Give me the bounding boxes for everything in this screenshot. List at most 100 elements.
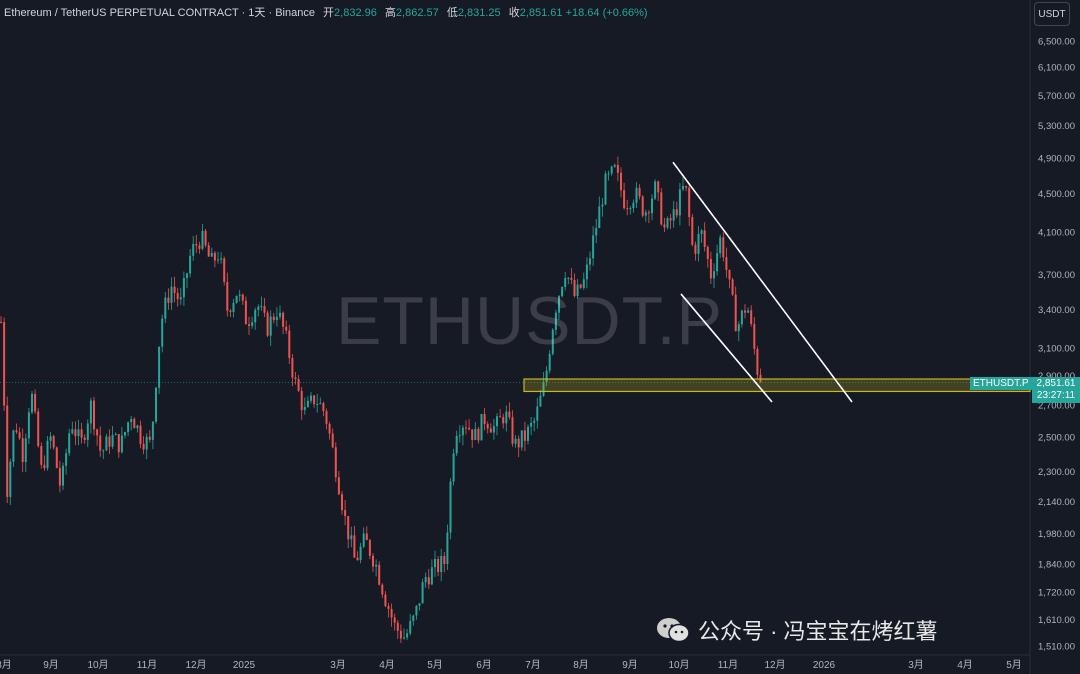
candle-body [189, 255, 192, 274]
candle-body [139, 425, 142, 444]
candle-body [257, 306, 260, 310]
candle-body [471, 429, 474, 440]
candle-body [567, 277, 570, 279]
candle-body [623, 190, 626, 209]
candle-body [356, 557, 359, 561]
candle-body [344, 510, 347, 517]
candle-body [68, 433, 71, 454]
candle-body [610, 166, 613, 174]
candle-body [709, 258, 712, 279]
candle-body [654, 181, 657, 199]
candle-body [145, 436, 148, 450]
candle-body [365, 533, 368, 541]
candle-body [719, 237, 722, 254]
candle-body [248, 324, 250, 326]
x-tick-label: 2026 [813, 660, 836, 671]
candle-body [607, 173, 610, 175]
candle-body [424, 577, 427, 583]
candle-body [297, 379, 300, 391]
candle-body [620, 172, 622, 191]
candle-body [511, 417, 514, 444]
x-tick-label: 12月 [764, 659, 785, 671]
candles [0, 156, 762, 643]
x-tick-label: 6月 [476, 659, 492, 671]
candle-body [558, 296, 560, 313]
candle-body [564, 277, 567, 287]
candle-body [499, 416, 502, 418]
candle-body [179, 297, 182, 300]
candle-body [520, 430, 523, 448]
candle-body [421, 582, 424, 604]
close-label: 收 [508, 7, 520, 19]
candle-body [74, 429, 77, 437]
candle-body [545, 370, 548, 383]
candle-body [86, 423, 89, 440]
candle-body [372, 555, 374, 567]
candle-body [449, 481, 452, 533]
candle-body [232, 302, 235, 313]
candle-body [694, 244, 697, 254]
candle-body [275, 316, 278, 321]
candle-body [697, 233, 700, 254]
candle-body [71, 429, 74, 434]
y-tick-label: 1,610.00 [1038, 615, 1075, 626]
candle-body [31, 393, 33, 413]
candle-body [678, 189, 681, 216]
candle-body [505, 411, 508, 424]
y-tick-label: 3,700.00 [1038, 270, 1075, 281]
low-label: 低 [446, 7, 458, 19]
candle-body [616, 164, 619, 173]
x-tick-label: 3月 [908, 659, 924, 671]
candle-body [306, 400, 309, 407]
candle-body [0, 321, 2, 323]
candle-body [579, 284, 582, 288]
candle-body [341, 494, 343, 511]
y-tick-label: 1,510.00 [1038, 641, 1075, 652]
candle-body [576, 284, 579, 296]
candle-body [396, 622, 399, 631]
candle-body [368, 540, 371, 556]
support-zone [523, 378, 1031, 393]
candle-body [722, 237, 725, 258]
x-tick-label: 8月 [573, 659, 589, 671]
candle-body [480, 414, 483, 441]
candle-body [756, 348, 759, 375]
candle-body [158, 346, 161, 388]
candle-body [46, 440, 49, 469]
candle-body [409, 620, 412, 634]
candle-body [34, 393, 37, 412]
candle-body [585, 264, 588, 280]
candle-body [384, 594, 387, 607]
candle-body [328, 423, 331, 434]
candle-body [124, 432, 126, 436]
candle-body [6, 405, 9, 497]
candle-body [133, 418, 136, 429]
candle-countdown: 23:27:11 [1036, 390, 1076, 401]
symbol-watermark: ETHUSDT.P [336, 283, 723, 359]
candle-body [688, 187, 691, 218]
candle-body [604, 173, 607, 205]
x-tick-label: 5月 [427, 659, 443, 671]
candle-body [437, 558, 440, 573]
candle-body [266, 312, 269, 336]
x-tick-label: 8月 [0, 659, 12, 671]
open-value: 2,832.96 [334, 7, 377, 19]
candle-body [533, 420, 536, 423]
candle-body [58, 467, 61, 486]
candle-body [21, 438, 24, 463]
candle-body [582, 279, 585, 288]
candle-body [672, 209, 675, 221]
candle-body [322, 403, 325, 412]
candle-body [641, 196, 644, 216]
candle-body [759, 374, 762, 382]
candle-body [263, 306, 266, 313]
candle-body [427, 577, 430, 585]
currency-button[interactable]: USDT [1034, 2, 1070, 26]
y-tick-label: 1,980.00 [1038, 529, 1075, 540]
candle-body [542, 382, 545, 396]
candle-body [148, 436, 151, 440]
candle-body [251, 322, 254, 326]
candle-body [508, 411, 511, 418]
candle-body [96, 429, 99, 436]
